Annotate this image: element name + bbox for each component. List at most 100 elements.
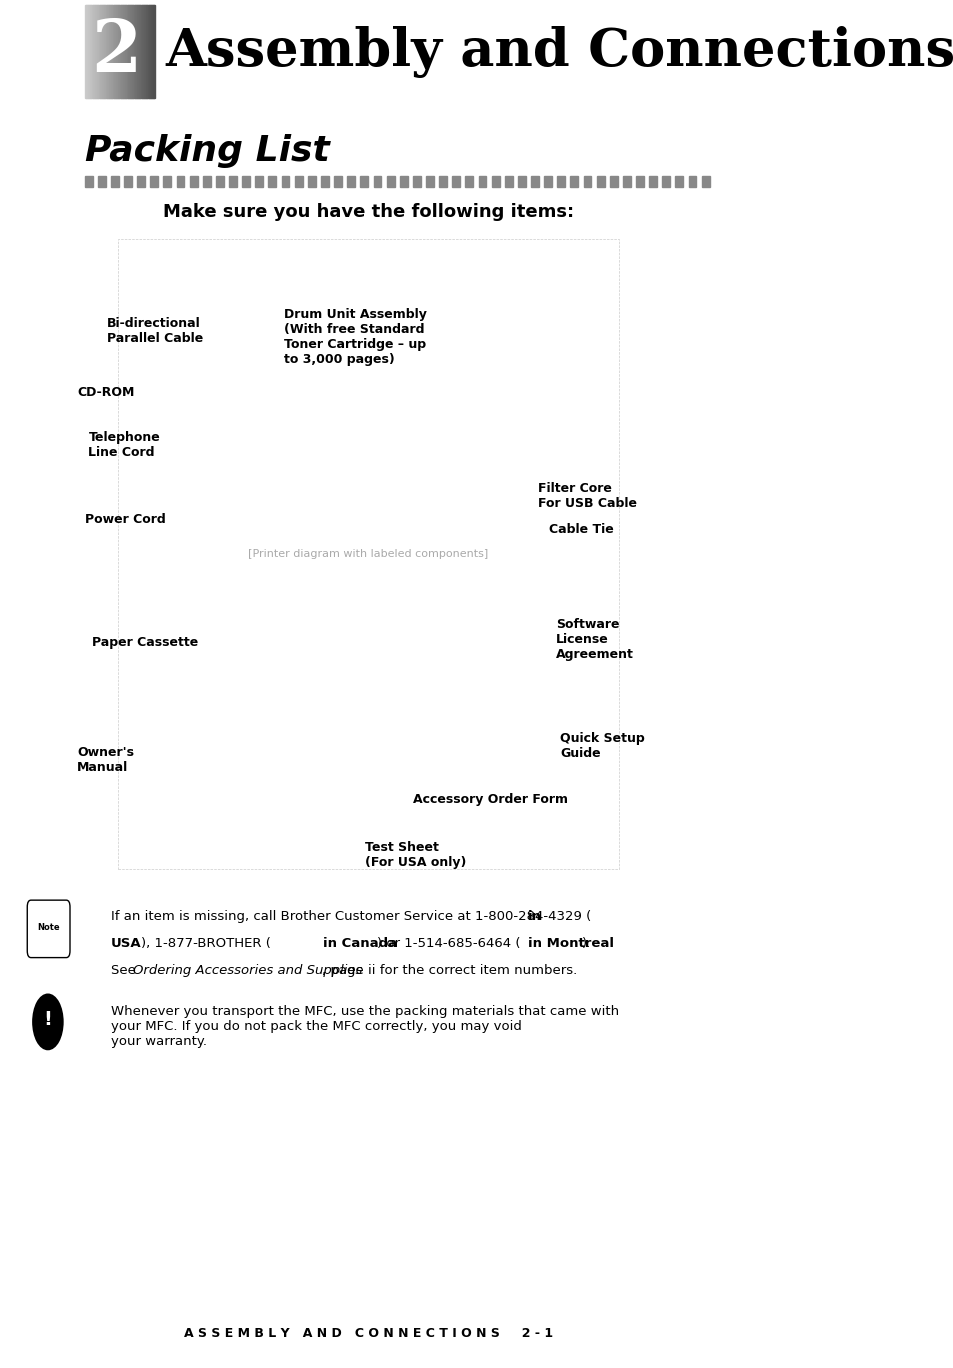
Bar — [438, 176, 447, 187]
Circle shape — [33, 995, 63, 1049]
Bar — [121, 5, 124, 98]
Text: ).: ). — [581, 937, 591, 951]
Bar — [87, 5, 89, 98]
Bar — [557, 176, 564, 187]
Bar — [334, 176, 341, 187]
Bar — [543, 176, 552, 187]
Bar — [99, 5, 101, 98]
Bar — [102, 5, 105, 98]
Bar — [465, 176, 473, 187]
Bar — [111, 176, 119, 187]
Bar — [229, 176, 236, 187]
Text: If an item is missing, call Brother Customer Service at 1-800-284-4329 (: If an item is missing, call Brother Cust… — [111, 910, 590, 923]
Bar — [111, 5, 113, 98]
Bar — [308, 176, 315, 187]
Bar — [112, 5, 115, 98]
Bar — [148, 5, 150, 98]
Text: Bi-directional
Parallel Cable: Bi-directional Parallel Cable — [107, 317, 203, 345]
Bar — [583, 176, 591, 187]
Bar — [517, 176, 525, 187]
Text: CD-ROM: CD-ROM — [77, 386, 134, 399]
Bar — [386, 176, 395, 187]
Bar — [242, 176, 250, 187]
Bar — [93, 5, 96, 98]
Bar — [120, 5, 122, 98]
Text: USA: USA — [111, 937, 141, 951]
Bar — [118, 239, 618, 869]
Bar — [636, 176, 643, 187]
Bar — [399, 176, 407, 187]
Text: See: See — [111, 964, 139, 978]
Bar — [88, 5, 91, 98]
Text: ), 1-877-BROTHER (: ), 1-877-BROTHER ( — [141, 937, 271, 951]
Bar — [124, 176, 132, 187]
Bar — [268, 176, 276, 187]
Bar — [504, 176, 512, 187]
Text: in Canada: in Canada — [322, 937, 396, 951]
Text: Test Sheet
(For USA only): Test Sheet (For USA only) — [364, 841, 466, 869]
Bar — [116, 5, 118, 98]
Text: Filter Core
For USB Cable: Filter Core For USB Cable — [537, 482, 637, 509]
Bar — [609, 176, 617, 187]
Bar — [190, 176, 197, 187]
Bar — [97, 5, 99, 98]
Bar — [176, 176, 184, 187]
Bar — [661, 176, 669, 187]
Bar — [85, 5, 87, 98]
Bar — [622, 176, 630, 187]
Text: Paper Cassette: Paper Cassette — [92, 636, 198, 650]
Text: , page ii for the correct item numbers.: , page ii for the correct item numbers. — [322, 964, 577, 978]
Text: Quick Setup
Guide: Quick Setup Guide — [559, 732, 644, 759]
Text: Cable Tie: Cable Tie — [548, 523, 613, 536]
Bar — [118, 5, 120, 98]
Bar — [150, 5, 152, 98]
Bar — [360, 176, 368, 187]
Bar — [596, 176, 604, 187]
Bar — [163, 176, 172, 187]
Bar — [108, 5, 110, 98]
Text: Make sure you have the following items:: Make sure you have the following items: — [163, 202, 574, 222]
Text: 2: 2 — [91, 16, 141, 88]
Bar — [125, 5, 128, 98]
FancyBboxPatch shape — [28, 900, 70, 958]
Bar — [137, 5, 139, 98]
Bar — [95, 5, 97, 98]
Text: Accessory Order Form: Accessory Order Form — [413, 793, 567, 807]
Bar — [131, 5, 132, 98]
Bar — [281, 176, 289, 187]
Bar — [374, 176, 381, 187]
Bar — [141, 5, 143, 98]
Bar — [123, 5, 126, 98]
Bar — [675, 176, 682, 187]
Bar — [137, 176, 145, 187]
Text: Power Cord: Power Cord — [85, 513, 165, 527]
Bar — [146, 5, 149, 98]
Bar — [215, 176, 224, 187]
Bar — [700, 176, 709, 187]
Bar — [452, 176, 459, 187]
Bar — [320, 176, 329, 187]
Bar — [91, 5, 94, 98]
Text: !: ! — [44, 1010, 52, 1029]
Bar — [152, 5, 155, 98]
Bar — [104, 5, 107, 98]
Text: in Montreal: in Montreal — [528, 937, 614, 951]
Bar — [129, 5, 131, 98]
Bar — [152, 5, 153, 98]
Bar — [255, 176, 263, 187]
Bar — [139, 5, 141, 98]
Bar — [132, 5, 134, 98]
Bar — [106, 5, 108, 98]
Bar — [135, 5, 138, 98]
Text: ) or 1-514-685-6464 (: ) or 1-514-685-6464 ( — [376, 937, 520, 951]
Bar — [127, 5, 129, 98]
Bar — [413, 176, 420, 187]
Bar — [347, 176, 355, 187]
Bar — [648, 176, 657, 187]
Bar — [98, 176, 106, 187]
Bar — [100, 5, 103, 98]
Bar — [151, 176, 158, 187]
Text: A S S E M B L Y   A N D   C O N N E C T I O N S     2 - 1: A S S E M B L Y A N D C O N N E C T I O … — [184, 1327, 553, 1341]
Bar — [114, 5, 117, 98]
Text: in: in — [528, 910, 541, 923]
